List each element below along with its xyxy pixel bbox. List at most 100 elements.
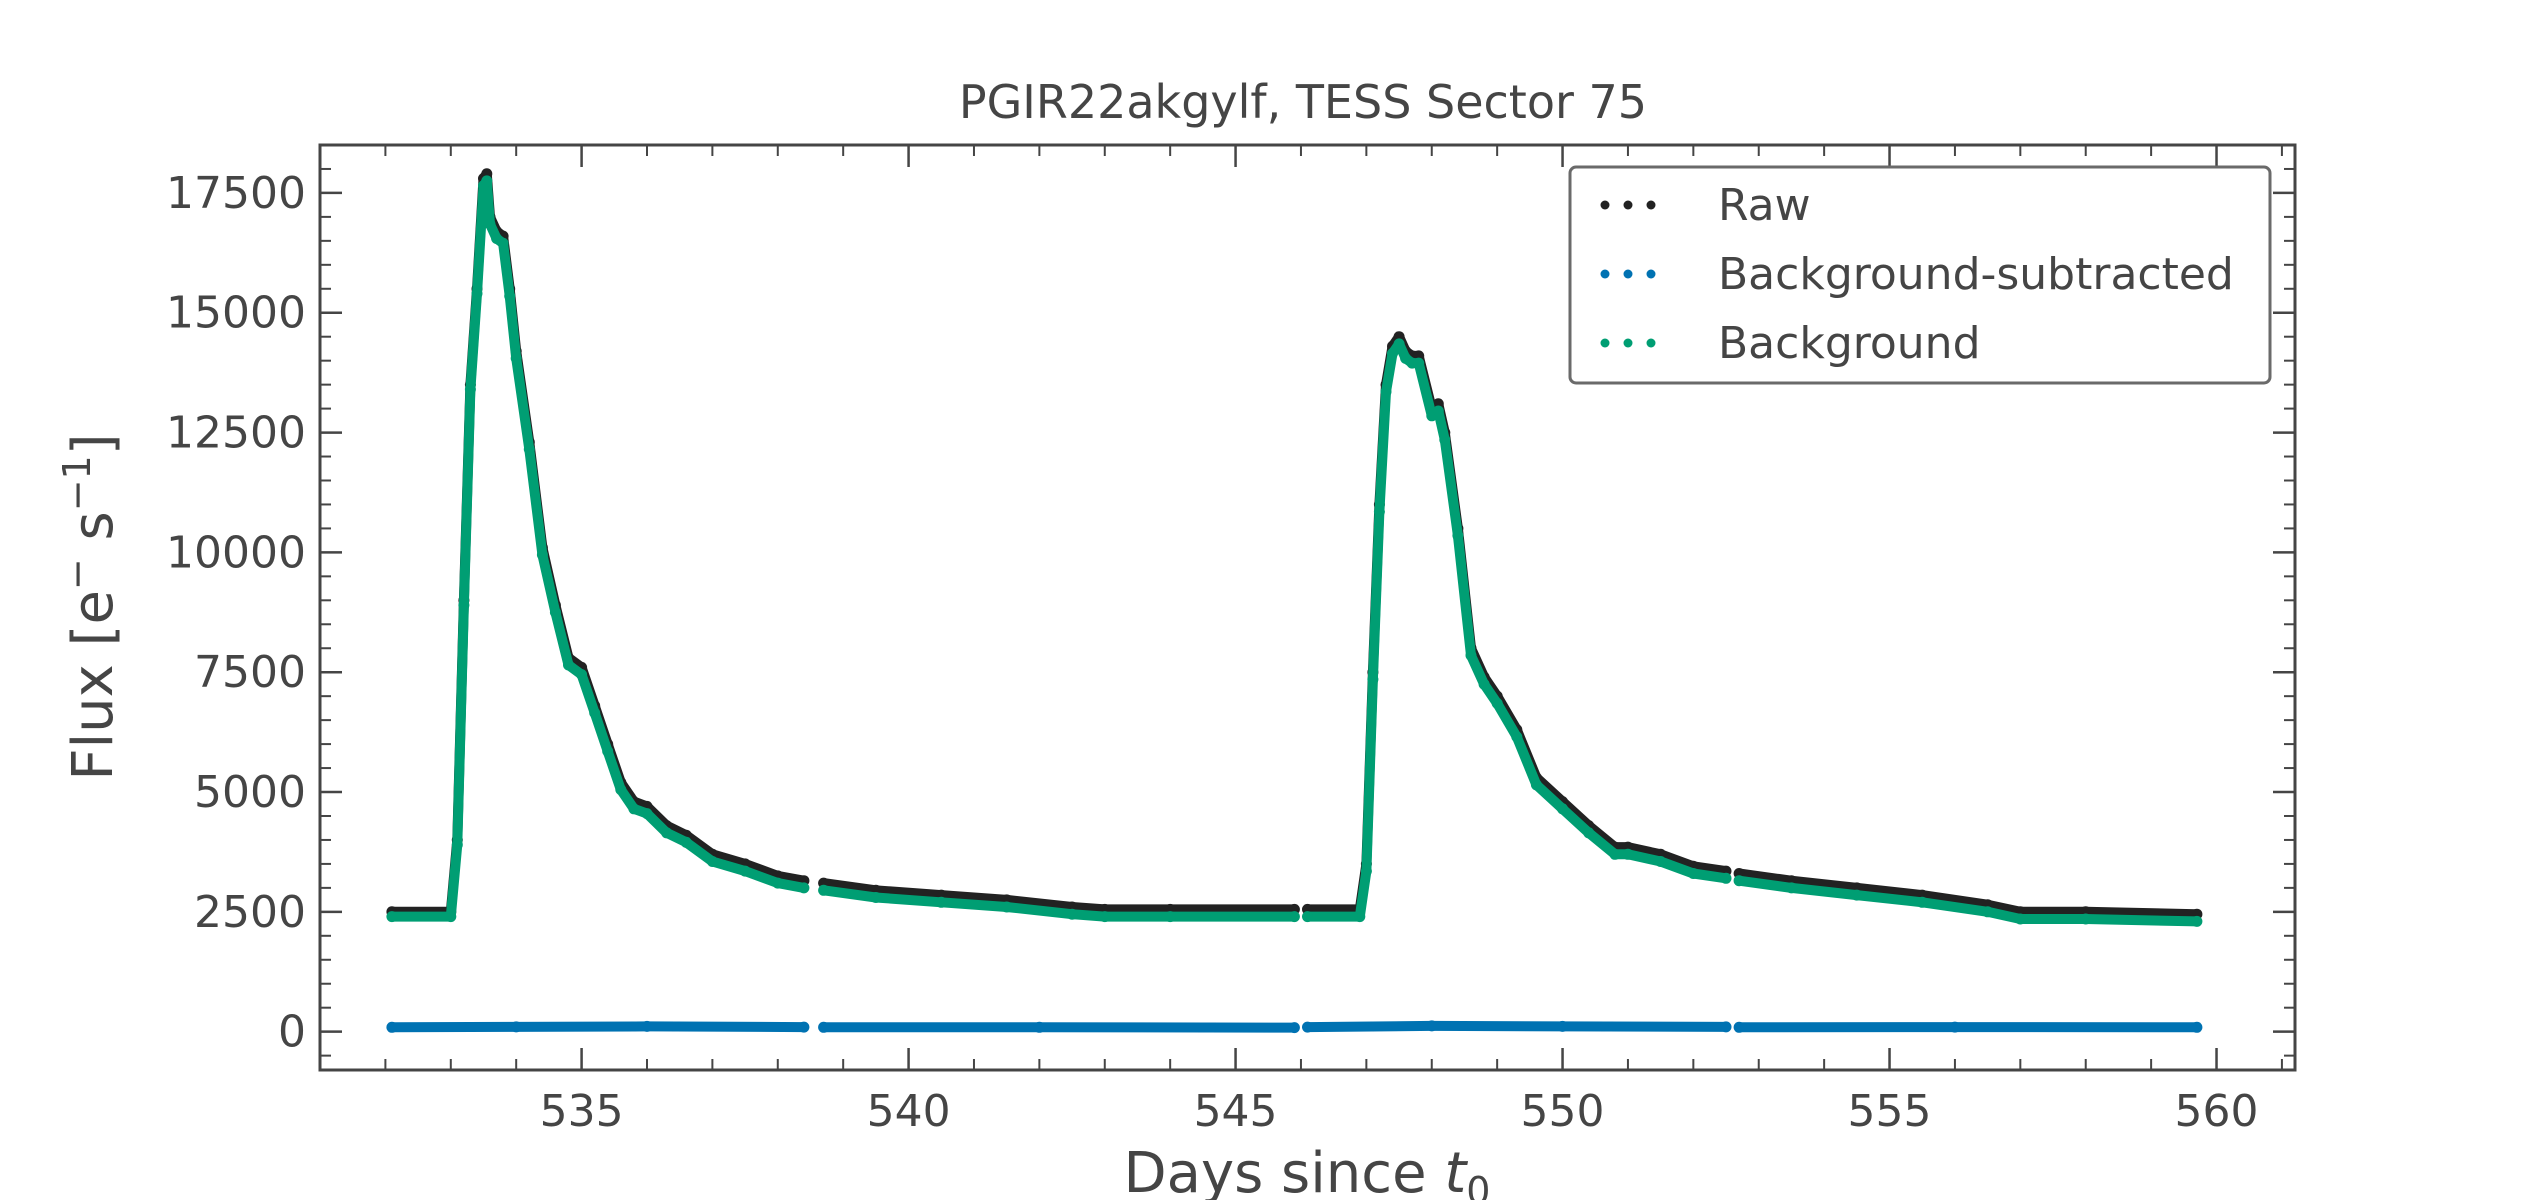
data-point: [739, 865, 751, 877]
data-point: [1733, 1021, 1745, 1033]
data-point: [451, 839, 463, 851]
legend-label: Raw: [1718, 180, 1811, 231]
data-point: [1720, 872, 1732, 884]
data-point: [1465, 649, 1477, 661]
data-point: [1373, 506, 1385, 518]
y-tick-label: 10000: [166, 527, 306, 578]
y-tick-label: 15000: [166, 288, 306, 339]
data-point: [1609, 848, 1621, 860]
legend-marker: [1600, 338, 1610, 348]
data-point: [1733, 875, 1745, 887]
x-tick-label: 545: [1194, 1086, 1278, 1137]
data-point: [615, 784, 627, 796]
data-point: [1387, 348, 1398, 359]
legend-marker: [1646, 269, 1656, 279]
legend-label: Background-subtracted: [1718, 249, 2234, 300]
data-point: [2191, 915, 2203, 927]
legend-marker: [1623, 338, 1633, 348]
data-point: [2014, 913, 2026, 925]
data-point: [589, 707, 601, 719]
data-point: [576, 669, 588, 681]
data-point: [798, 882, 810, 894]
legend: Raw Background-subtracted Background: [1568, 165, 2272, 385]
legend-marker: [1646, 338, 1656, 348]
data-point: [1439, 434, 1451, 446]
legend-marker: [1600, 269, 1610, 279]
y-tick-label: 12500: [166, 408, 306, 459]
legend-entries: Raw Background-subtracted Background: [1600, 180, 2234, 369]
series-trace: [1734, 875, 2202, 927]
chart-title: PGIR22akgylf, TESS Sector 75: [959, 75, 1647, 129]
data-point: [386, 1021, 398, 1033]
data-point: [1511, 731, 1523, 743]
legend-marker: [1600, 200, 1610, 210]
data-point: [706, 856, 718, 867]
data-point: [510, 352, 522, 364]
data-point: [1583, 827, 1595, 839]
y-axis-label-sup1: −: [55, 558, 99, 590]
data-point: [1916, 896, 1928, 908]
x-axis-label-var: t: [1444, 1141, 1468, 1200]
series-trace: [818, 878, 1300, 915]
data-point: [680, 836, 692, 848]
series-trace: [818, 885, 1300, 922]
data-point: [641, 1020, 653, 1032]
data-point: [1655, 856, 1667, 867]
data-point: [1360, 865, 1372, 877]
data-point: [471, 288, 483, 300]
data-point: [504, 290, 516, 302]
data-point: [602, 745, 614, 757]
x-axis-label: Days since t0: [1124, 1141, 1491, 1200]
series-trace: [1302, 338, 1731, 922]
data-point: [1949, 1021, 1961, 1033]
series-background: [386, 175, 2203, 927]
y-axis-label-end: ]: [61, 433, 126, 455]
data-point: [1452, 530, 1464, 542]
data-point: [1720, 1021, 1732, 1033]
y-tick-label: 0: [278, 1007, 306, 1058]
data-point: [1491, 697, 1503, 709]
data-point: [1426, 1020, 1438, 1032]
data-point: [1478, 678, 1490, 690]
data-point: [458, 599, 470, 611]
data-point: [1288, 1022, 1300, 1034]
legend-label: Background: [1718, 318, 1981, 369]
x-tick-label: 560: [2175, 1086, 2259, 1137]
data-point: [481, 175, 493, 187]
data-point: [523, 443, 535, 455]
y-tick-label: 7500: [194, 647, 306, 698]
data-point: [1164, 911, 1176, 923]
data-point: [2191, 1021, 2203, 1033]
series-trace: [1302, 1020, 1731, 1033]
data-point: [536, 549, 548, 561]
legend-marker: [1646, 200, 1656, 210]
legend-box: [1568, 165, 2272, 385]
data-point: [1432, 405, 1444, 417]
data-point: [1380, 386, 1392, 398]
data-point: [510, 1021, 522, 1033]
data-point: [1302, 1021, 1313, 1033]
data-point: [798, 1021, 810, 1033]
data-point: [445, 911, 457, 923]
legend-marker: [1623, 200, 1633, 210]
data-point: [870, 892, 882, 903]
series-trace: [1734, 868, 2202, 920]
data-point: [1033, 1021, 1045, 1033]
data-point: [818, 1021, 830, 1033]
data-point: [1557, 803, 1568, 815]
legend-item: Background-subtracted: [1600, 249, 2234, 300]
data-point: [1354, 911, 1366, 923]
series-background-subtracted: [386, 1020, 2203, 1034]
x-tick-label: 555: [1848, 1086, 1932, 1137]
x-axis-label-sub: 0: [1466, 1169, 1490, 1200]
y-tick-label: 2500: [194, 887, 306, 938]
x-axis-label-text: Days since: [1124, 1141, 1445, 1200]
data-point: [563, 659, 574, 671]
series-trace: [386, 1021, 809, 1033]
data-point: [1288, 911, 1300, 923]
legend-item: Background: [1600, 318, 1981, 369]
y-tick-label: 5000: [194, 767, 306, 818]
data-point: [1393, 338, 1405, 350]
data-point: [1530, 779, 1542, 791]
